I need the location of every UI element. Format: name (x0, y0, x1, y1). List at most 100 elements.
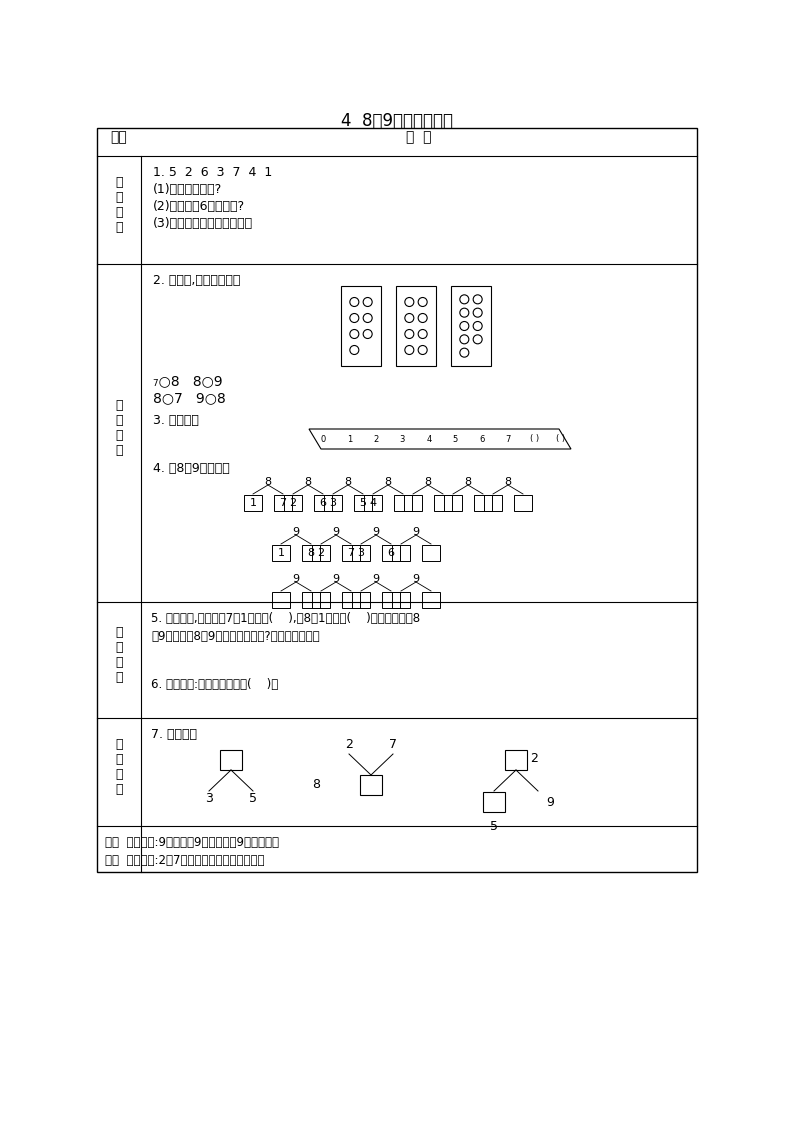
Bar (396, 286, 436, 366)
Bar (484, 495, 502, 511)
Bar (382, 592, 400, 608)
Bar (505, 750, 527, 770)
Text: 温
故
知
新: 温 故 知 新 (115, 176, 123, 234)
Text: ( ): ( ) (557, 435, 565, 444)
Text: 8: 8 (345, 477, 352, 487)
Text: 1: 1 (277, 548, 284, 558)
Text: (3)请帮它们按顺序排好队。: (3)请帮它们按顺序排好队。 (153, 217, 253, 230)
Text: 和9的组成。8和9分别有几种分法?试着写在下面。: 和9的组成。8和9分别有几种分法?试着写在下面。 (151, 630, 320, 643)
Bar (341, 286, 381, 366)
Bar (364, 495, 382, 511)
Text: (1)一共有几个数?: (1)一共有几个数? (153, 183, 222, 197)
Text: 7: 7 (348, 548, 355, 558)
Text: 3: 3 (205, 792, 213, 805)
Bar (444, 495, 462, 511)
Bar (354, 495, 372, 511)
Bar (434, 495, 452, 511)
Bar (342, 592, 360, 608)
Text: 6: 6 (387, 548, 395, 558)
Text: 9: 9 (412, 527, 419, 537)
Text: 4  8和9的认识和组成: 4 8和9的认识和组成 (341, 112, 453, 130)
Text: (2)从左数第6个数是几?: (2)从左数第6个数是几? (153, 200, 245, 213)
Text: 9: 9 (372, 527, 380, 537)
Text: 内  容: 内 容 (407, 130, 432, 144)
Bar (514, 495, 532, 511)
Bar (404, 495, 422, 511)
Text: 2: 2 (318, 548, 325, 558)
Text: 2: 2 (345, 738, 353, 751)
Text: 9: 9 (292, 574, 299, 584)
Text: 0: 0 (320, 435, 326, 444)
Bar (244, 495, 262, 511)
Text: 8: 8 (384, 477, 391, 487)
Bar (352, 592, 370, 608)
Text: 7: 7 (279, 497, 287, 508)
Text: 6: 6 (319, 497, 326, 508)
Text: 3. 填一填。: 3. 填一填。 (153, 414, 198, 427)
Text: ₇○8   8○9: ₇○8 8○9 (153, 374, 222, 389)
Text: 2. 我会摆,并会比大小。: 2. 我会摆,并会比大小。 (153, 274, 241, 287)
Text: 3: 3 (330, 497, 337, 508)
Text: 7. 填一填。: 7. 填一填。 (151, 728, 197, 741)
Text: 5: 5 (249, 792, 257, 805)
Bar (284, 495, 302, 511)
Bar (97, 128, 697, 871)
Bar (392, 545, 410, 562)
Text: 6: 6 (479, 435, 484, 444)
Text: 3: 3 (399, 435, 405, 444)
Text: 9: 9 (292, 527, 299, 537)
Text: 7: 7 (389, 738, 397, 751)
Text: 2: 2 (530, 751, 538, 765)
Bar (483, 792, 505, 812)
Text: 2: 2 (373, 435, 379, 444)
Bar (451, 286, 491, 366)
Text: 8: 8 (264, 477, 272, 487)
Bar (394, 495, 412, 511)
Text: 8: 8 (304, 477, 311, 487)
Bar (272, 545, 290, 562)
Text: 3: 3 (357, 548, 364, 558)
Text: 8: 8 (425, 477, 432, 487)
Text: 9: 9 (546, 795, 554, 809)
Text: ( ): ( ) (530, 435, 539, 444)
Text: 5: 5 (453, 435, 458, 444)
Bar (382, 545, 400, 562)
Bar (360, 775, 382, 795)
Text: 8: 8 (464, 477, 472, 487)
Text: 新
课
先
知: 新 课 先 知 (115, 399, 123, 457)
Bar (342, 545, 360, 562)
Text: 2: 2 (290, 497, 297, 508)
Bar (392, 592, 410, 608)
Text: 9: 9 (333, 574, 340, 584)
Bar (302, 592, 320, 608)
Text: 1: 1 (347, 435, 352, 444)
Bar (312, 545, 330, 562)
Text: 5. 通过预习,我知道了7多1的数是(    ),比8多1的数是(    )。我还知道了8: 5. 通过预习,我知道了7多1的数是( ),比8多1的数是( )。我还知道了8 (151, 612, 420, 626)
Text: 9: 9 (372, 574, 380, 584)
Bar (422, 592, 440, 608)
Text: 9: 9 (333, 527, 340, 537)
Bar (302, 545, 320, 562)
Text: 9: 9 (412, 574, 419, 584)
Bar (274, 495, 292, 511)
Text: 提示  知识准备:2～7各数的分与合的相关知识。: 提示 知识准备:2～7各数的分与合的相关知识。 (105, 853, 264, 867)
Text: 4: 4 (426, 435, 431, 444)
Text: 4. 把8和9分一分。: 4. 把8和9分一分。 (153, 462, 229, 475)
Bar (352, 545, 370, 562)
Bar (220, 750, 242, 770)
Text: 温馨  学具准备:9个圆圈或9个三角形或9个五角星。: 温馨 学具准备:9个圆圈或9个三角形或9个五角星。 (105, 836, 279, 849)
Text: 1: 1 (249, 497, 256, 508)
Text: 项目: 项目 (110, 130, 127, 144)
Text: 8: 8 (307, 548, 314, 558)
Text: 4: 4 (369, 497, 376, 508)
Bar (422, 545, 440, 562)
Bar (314, 495, 332, 511)
Polygon shape (309, 429, 571, 449)
Text: 5: 5 (490, 820, 498, 833)
Text: 预
习
检
验: 预 习 检 验 (115, 738, 123, 796)
Text: 心
中
有
数: 心 中 有 数 (115, 626, 123, 684)
Text: 5: 5 (360, 497, 367, 508)
Text: 8: 8 (504, 477, 511, 487)
Text: 8: 8 (312, 778, 320, 792)
Text: 1. 5  2  6  3  7  4  1: 1. 5 2 6 3 7 4 1 (153, 166, 272, 179)
